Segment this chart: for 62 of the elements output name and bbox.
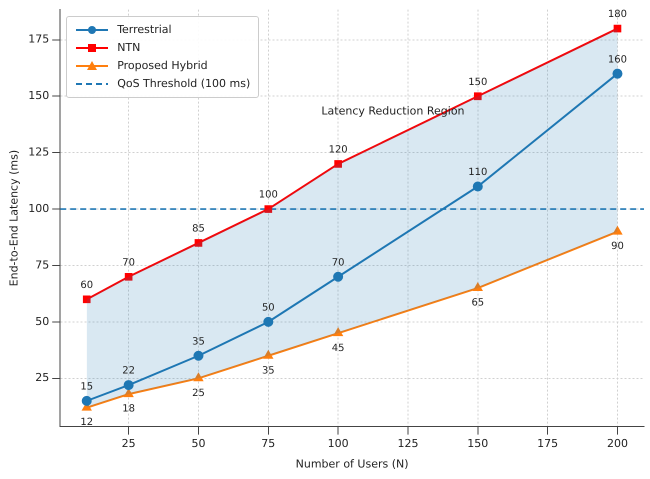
point xyxy=(82,296,91,304)
data-label: 110 xyxy=(468,167,488,178)
point xyxy=(264,205,272,213)
legend-label: QoS Threshold (100 ms) xyxy=(117,77,250,90)
point xyxy=(614,24,622,32)
point xyxy=(474,92,482,100)
point xyxy=(333,272,344,282)
y-tick-label: 175 xyxy=(28,32,50,46)
point xyxy=(194,239,202,247)
data-label: 35 xyxy=(262,365,275,376)
data-label: 65 xyxy=(471,298,484,309)
x-tick-label: 150 xyxy=(467,437,488,450)
legend-label: NTN xyxy=(117,41,140,54)
data-label: 15 xyxy=(80,381,94,392)
point xyxy=(194,373,203,382)
x-tick-label: 175 xyxy=(537,437,558,450)
y-tick-label: 25 xyxy=(35,371,50,384)
point xyxy=(124,272,132,281)
point xyxy=(82,396,92,406)
y-tick-label: 50 xyxy=(35,314,50,328)
point xyxy=(263,316,274,327)
y-tick-label: 125 xyxy=(28,146,50,159)
data-label: 85 xyxy=(192,224,205,235)
data-label: 45 xyxy=(332,342,344,354)
data-label: 90 xyxy=(611,241,624,252)
x-tick-label: 125 xyxy=(397,437,418,450)
y-tick-label: 75 xyxy=(35,258,50,272)
data-label: 22 xyxy=(122,366,135,377)
x-tick-label: 25 xyxy=(122,437,136,450)
x-tick-label: 200 xyxy=(606,437,628,450)
point xyxy=(264,350,273,359)
point xyxy=(124,380,134,390)
legend-label: Proposed Hybrid xyxy=(117,59,208,72)
legend-label: Terrestrial xyxy=(117,23,172,36)
data-label: 25 xyxy=(192,388,205,399)
point xyxy=(612,68,622,79)
data-label: 12 xyxy=(80,417,94,428)
x-tick-label: 100 xyxy=(328,437,349,450)
data-label: 70 xyxy=(332,257,344,268)
y-tick-label: 150 xyxy=(28,89,50,102)
data-label: 60 xyxy=(80,280,94,291)
data-label: 120 xyxy=(328,144,348,156)
x-tick-label: 75 xyxy=(261,437,276,450)
data-label: 70 xyxy=(122,257,135,268)
point xyxy=(124,389,134,398)
point xyxy=(193,350,204,361)
data-label: 160 xyxy=(608,54,628,66)
data-label: 100 xyxy=(258,190,278,201)
y-tick-label: 100 xyxy=(28,202,50,215)
point xyxy=(613,226,622,235)
data-label: 150 xyxy=(468,76,488,88)
data-label: 18 xyxy=(122,404,135,415)
data-label: 35 xyxy=(192,336,205,348)
point xyxy=(472,182,483,192)
x-tick-label: 50 xyxy=(191,437,206,450)
data-label: 50 xyxy=(262,302,275,314)
point xyxy=(334,328,343,336)
point xyxy=(473,283,482,292)
data-label: 180 xyxy=(608,9,628,20)
x-axis-title: Number of Users (N) xyxy=(296,457,409,470)
y-axis-title: End-to-End Latency (ms) xyxy=(7,150,20,286)
point xyxy=(334,160,342,168)
